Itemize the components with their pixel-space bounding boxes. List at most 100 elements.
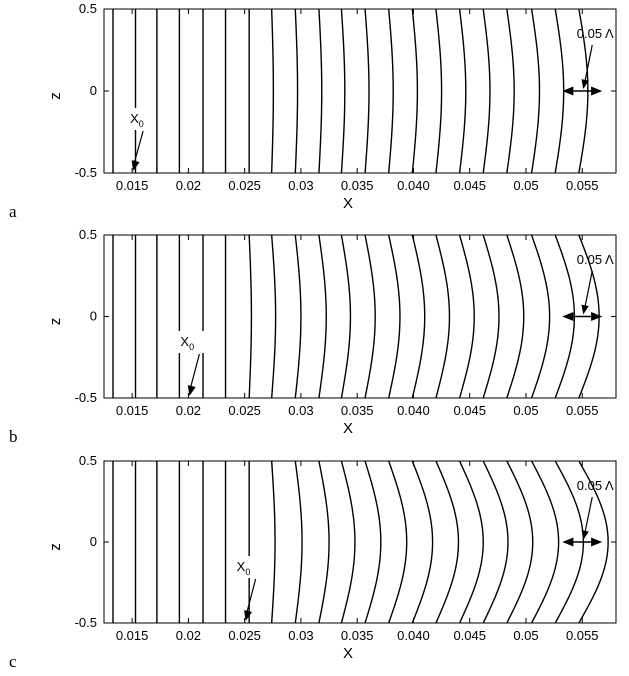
data-line-8	[270, 9, 275, 173]
amplitude-pointer-head	[581, 304, 589, 315]
data-line-17	[482, 461, 509, 623]
source-arrow-shaft	[188, 353, 200, 393]
amplitude-label: 0.05 Λ	[577, 26, 614, 41]
data-line-19	[530, 235, 551, 398]
x-tick-label: 0.035	[341, 178, 374, 193]
y-axis-label: z	[47, 318, 64, 326]
x-tick-label: 0.040	[397, 178, 430, 193]
panel-letter: b	[9, 427, 18, 446]
data-lines	[112, 461, 609, 623]
source-label-subscript: 0	[245, 567, 250, 577]
data-line-12	[364, 461, 382, 623]
amplitude-span-right-head	[591, 312, 603, 321]
y-tick-label: -0.5	[75, 165, 97, 180]
amplitude-pointer	[583, 496, 593, 537]
data-line-17	[482, 235, 500, 398]
data-line-9	[294, 9, 299, 173]
y-tick-label: 0.5	[79, 227, 97, 242]
x-tick-label: 0.02	[176, 628, 201, 643]
amplitude-span-left-head	[562, 312, 574, 321]
data-line-18	[506, 9, 515, 173]
x-tick-label: 0.040	[397, 403, 430, 418]
amplitude-span-right-head	[591, 86, 603, 96]
amplitude-span-right-head	[591, 537, 603, 547]
x-tick-label: 0.025	[228, 403, 261, 418]
data-line-10	[318, 235, 327, 398]
data-line-14	[411, 461, 434, 623]
panel-letter: a	[9, 202, 17, 221]
y-tick-label: 0.5	[79, 453, 97, 468]
x-tick-label: 0.035	[341, 628, 374, 643]
amplitude-pointer-head	[581, 79, 589, 89]
panel-c: 0.015 0.02 0.025 0.03 0.035 0.040 0.045 0.05 0.0…	[9, 453, 617, 671]
source-arrow-head	[244, 610, 252, 621]
source-arrow-head	[187, 385, 196, 396]
data-line-15	[435, 9, 443, 173]
source-label-bg	[128, 108, 155, 130]
x-tick-label: 0.015	[116, 628, 149, 643]
y-tick-label: 0	[90, 83, 97, 98]
source-label-subscript: 0	[139, 119, 144, 129]
panel-letter: c	[9, 652, 17, 671]
x-tick-label: 0.055	[566, 178, 599, 193]
y-axis-label: z	[47, 92, 64, 100]
data-line-15	[435, 235, 451, 398]
data-line-19	[530, 461, 560, 623]
source-label-bg	[234, 556, 261, 578]
data-line-10	[318, 461, 330, 623]
amplitude-span-left-head	[562, 86, 574, 96]
data-line-11	[340, 235, 352, 398]
data-line-12	[364, 9, 370, 173]
y-tick-label: 0.5	[79, 1, 97, 16]
data-lines	[112, 235, 600, 398]
x-tick-label: 0.040	[397, 628, 430, 643]
x-axis-label: X	[343, 645, 353, 662]
x-tick-label: 0.05	[513, 403, 538, 418]
data-line-12	[364, 235, 376, 398]
amplitude-pointer	[583, 270, 593, 311]
y-tick-label: 0	[90, 309, 97, 324]
amplitude-pointer-head	[581, 530, 589, 540]
amplitude-label: 0.05 Λ	[577, 478, 614, 493]
y-tick-label: -0.5	[75, 615, 97, 630]
data-line-14	[411, 9, 419, 173]
data-line-21	[578, 461, 609, 623]
x-tick-label: 0.03	[288, 628, 313, 643]
x-tick-label: 0.03	[288, 403, 313, 418]
x-tick-label: 0.045	[453, 403, 486, 418]
x-axis-label: X	[343, 420, 353, 437]
data-line-16	[458, 235, 475, 398]
amplitude-pointer	[583, 44, 593, 86]
x-tick-label: 0.03	[288, 178, 313, 193]
x-tick-label: 0.02	[176, 403, 201, 418]
data-line-19	[530, 9, 541, 173]
x-tick-label: 0.015	[116, 403, 149, 418]
data-line-11	[340, 9, 346, 173]
y-axis-label: z	[47, 543, 64, 551]
data-line-15	[435, 461, 460, 623]
x-tick-label: 0.045	[453, 178, 486, 193]
data-line-13	[388, 235, 401, 398]
x-tick-label: 0.025	[228, 178, 261, 193]
data-line-11	[340, 461, 356, 623]
data-line-17	[482, 9, 491, 173]
data-line-13	[387, 9, 394, 173]
y-tick-label: -0.5	[75, 390, 97, 405]
data-line-8	[270, 235, 277, 398]
x-tick-label: 0.055	[566, 628, 599, 643]
data-line-7	[248, 235, 253, 398]
source-arrow-head	[131, 160, 140, 171]
axes-frame	[103, 460, 617, 624]
data-line-9	[294, 461, 303, 623]
data-line-18	[506, 461, 534, 623]
data-lines	[112, 9, 589, 173]
data-line-9	[294, 235, 302, 398]
data-line-13	[388, 461, 408, 623]
x-tick-label: 0.025	[228, 628, 261, 643]
x-tick-label: 0.035	[341, 403, 374, 418]
x-tick-label: 0.045	[453, 628, 486, 643]
x-tick-label: 0.02	[176, 178, 201, 193]
data-line-16	[458, 461, 484, 623]
source-label-bg	[178, 331, 205, 353]
